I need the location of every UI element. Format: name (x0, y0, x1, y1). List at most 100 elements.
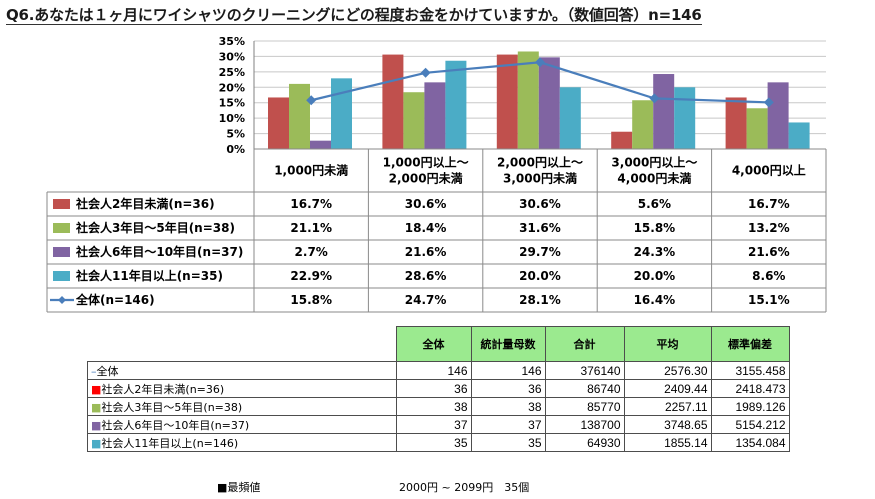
data-label: 5.6% (638, 197, 671, 211)
data-label: 16.7% (290, 197, 332, 211)
legend-key-2 (53, 223, 70, 233)
data-label: 29.7% (519, 245, 561, 259)
line-total-point (649, 93, 660, 104)
bar-4 (674, 87, 696, 149)
cell-value: 3748.65 (623, 415, 712, 434)
row-label-text: 社会人6年目～10年目(n=37) (101, 418, 250, 432)
bar-4 (445, 60, 467, 149)
row-marker: ■ (91, 400, 102, 414)
row-label: –全体 (87, 361, 397, 380)
bar-2 (403, 92, 425, 149)
bar-2 (289, 83, 310, 149)
category-label: 1,000円以上～ (383, 155, 469, 170)
row-marker: ■ (91, 382, 102, 396)
data-label: 28.6% (405, 269, 447, 283)
data-label: 24.3% (634, 245, 676, 259)
data-label: 21.6% (405, 245, 447, 259)
category-label: 3,000円以上～ (611, 155, 697, 170)
cell-value: 376140 (544, 361, 625, 380)
line-total-point (763, 97, 774, 108)
y-tick-label: 35% (219, 35, 245, 48)
line-total-point (306, 95, 317, 106)
data-label: 21.1% (290, 221, 332, 235)
data-label: 22.9% (290, 269, 332, 283)
bar-4 (331, 78, 352, 149)
row-label: ■社会人3年目～5年目(n=38) (87, 397, 397, 416)
cell-value: 36 (395, 379, 472, 398)
legend-label: 社会人11年目以上(n=35) (75, 268, 223, 283)
bar-2 (632, 100, 654, 149)
cell-value: 146 (470, 361, 546, 380)
data-label: 28.1% (519, 293, 561, 307)
bar-2 (517, 51, 539, 150)
cell-value: 5154.212 (710, 415, 790, 434)
bar-4 (559, 87, 581, 149)
table-row: –全体 146 146 376140 2576.30 3155.458 (87, 361, 790, 380)
y-tick-label: 15% (219, 97, 245, 110)
row-label: ■社会人11年目以上(n=146) (87, 433, 397, 452)
data-label: 16.4% (634, 293, 676, 307)
col-header-base: 統計量母数 (470, 326, 546, 362)
cell-value: 85770 (544, 397, 625, 416)
legend-label: 社会人2年目未満(n=36) (75, 196, 215, 211)
line-total-point (535, 57, 545, 68)
cell-value: 2257.11 (623, 397, 712, 416)
bar-2 (746, 108, 768, 149)
legend-key-3 (53, 247, 70, 257)
cell-value: 86740 (544, 379, 625, 398)
cell-value: 64930 (544, 433, 625, 452)
stats-corner (87, 326, 397, 362)
category-label: 1,000円未満 (274, 163, 348, 178)
cell-value: 2576.30 (623, 361, 712, 380)
cell-value: 138700 (544, 415, 625, 434)
legend-label: 社会人3年目～5年目(n=38) (75, 220, 235, 235)
y-tick-label: 5% (226, 128, 245, 141)
cell-value: 2409.44 (623, 379, 712, 398)
data-label: 15.1% (748, 293, 790, 307)
bar-4 (788, 122, 810, 149)
bar-1 (611, 131, 633, 149)
legend-key-4 (53, 271, 70, 281)
data-label: 13.2% (748, 221, 790, 235)
cell-value: 146 (395, 361, 472, 380)
mode-value: 2000円 ~ 2099円 35個 (399, 481, 530, 494)
table-row: ■社会人2年目未満(n=36) 36 36 86740 2409.44 2418.473 (87, 379, 790, 398)
mode-label-text: 最頻値 (227, 481, 261, 494)
bar-1 (725, 97, 747, 149)
row-marker: ■ (91, 418, 102, 432)
category-label: 4,000円以上 (732, 163, 806, 178)
bar-3 (310, 140, 331, 149)
data-label: 16.7% (748, 197, 790, 211)
cell-value: 38 (470, 397, 546, 416)
bar-3 (767, 82, 789, 149)
page-title: Q6.あなたは１ヶ月にワイシャツのクリーニングにどの程度お金をかけていますか。（… (6, 6, 702, 25)
data-label: 21.6% (748, 245, 790, 259)
data-label: 8.6% (752, 269, 785, 283)
chart: 0%5%10%15%20%25%30%35%1,000円未満1,000円以上～2… (46, 35, 827, 313)
row-label-text: 全体 (96, 364, 119, 378)
stats-table: 全体 統計量母数 合計 平均 標準偏差 –全体 146 146 376140 2576.… (87, 326, 790, 452)
bar-3 (424, 82, 446, 149)
col-header-stddev: 標準偏差 (710, 326, 790, 362)
col-header-mean: 平均 (623, 326, 712, 362)
line-total-point (420, 67, 431, 78)
cell-value: 37 (470, 415, 546, 434)
data-label: 30.6% (405, 197, 447, 211)
legend-label: 全体(n=146) (75, 292, 155, 307)
table-row: ■社会人6年目～10年目(n=37) 37 37 138700 3748.65 5154.… (87, 415, 790, 434)
col-header-sum: 合計 (544, 326, 625, 362)
stats-header-row: 全体 統計量母数 合計 平均 標準偏差 (87, 326, 790, 362)
data-label: 20.0% (519, 269, 561, 283)
cell-value: 2418.473 (710, 379, 790, 398)
table-row: ■社会人11年目以上(n=146) 35 35 64930 1855.14 1354.08… (87, 433, 790, 452)
cell-value: 35 (395, 433, 472, 452)
y-tick-label: 30% (219, 50, 245, 63)
row-label-text: 社会人11年目以上(n=146) (101, 436, 239, 450)
data-label: 20.0% (634, 269, 676, 283)
cell-value: 36 (470, 379, 546, 398)
data-label: 15.8% (290, 293, 332, 307)
bar-1 (268, 97, 289, 149)
row-label-text: 社会人2年目未満(n=36) (101, 382, 225, 396)
data-label: 15.8% (634, 221, 676, 235)
legend-key-1 (53, 199, 70, 209)
